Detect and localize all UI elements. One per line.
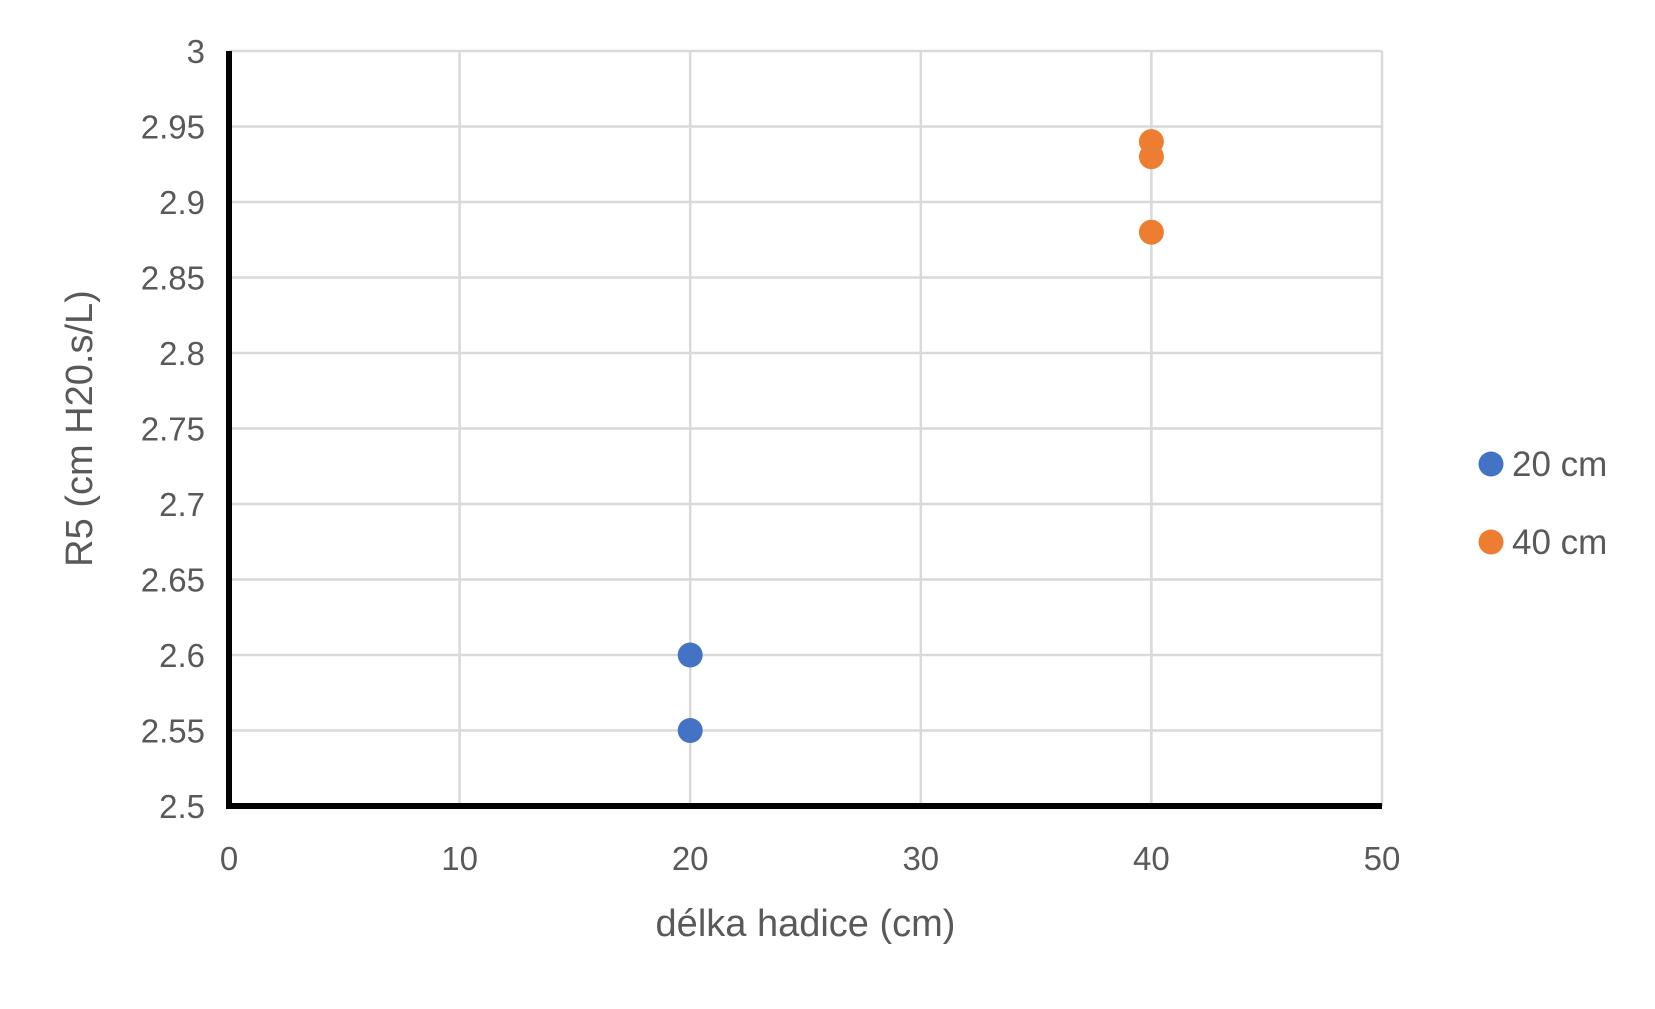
legend-marker (1478, 529, 1504, 555)
grid (227, 49, 1384, 808)
data-point (677, 642, 703, 668)
y-tick-label: 2.55 (141, 713, 205, 750)
data-point (1138, 219, 1164, 245)
data-points (677, 129, 1164, 743)
legend: 20 cm 40 cm (1478, 445, 1607, 562)
y-tick-label: 2.95 (141, 109, 205, 146)
x-tick-label: 40 (1133, 840, 1170, 877)
x-tick-label: 0 (220, 840, 238, 877)
y-tick-label: 2.65 (141, 562, 205, 599)
y-tick-label: 2.85 (141, 260, 205, 297)
x-tick-label: 50 (1364, 840, 1401, 877)
y-tick-label: 2.75 (141, 411, 205, 448)
axes (226, 51, 1382, 809)
y-tick-label: 2.8 (159, 335, 205, 372)
data-point (1138, 144, 1164, 170)
x-tick-label: 30 (902, 840, 939, 877)
legend-label: 40 cm (1512, 523, 1607, 562)
y-tick-label: 2.9 (159, 184, 205, 221)
legend-label: 20 cm (1512, 445, 1607, 484)
y-tick-label: 2.5 (159, 788, 205, 825)
x-tick-label: 10 (441, 840, 478, 877)
x-tick-label: 20 (672, 840, 709, 877)
y-tick-label: 3 (187, 33, 205, 70)
legend-marker (1478, 451, 1504, 477)
y-axis-title: R5 (cm H20.s/L) (59, 290, 101, 567)
y-tick-label: 2.7 (159, 486, 205, 523)
data-point (677, 718, 703, 743)
y-tick-label: 2.6 (159, 637, 205, 674)
x-axis-title: délka hadice (cm) (656, 903, 956, 945)
